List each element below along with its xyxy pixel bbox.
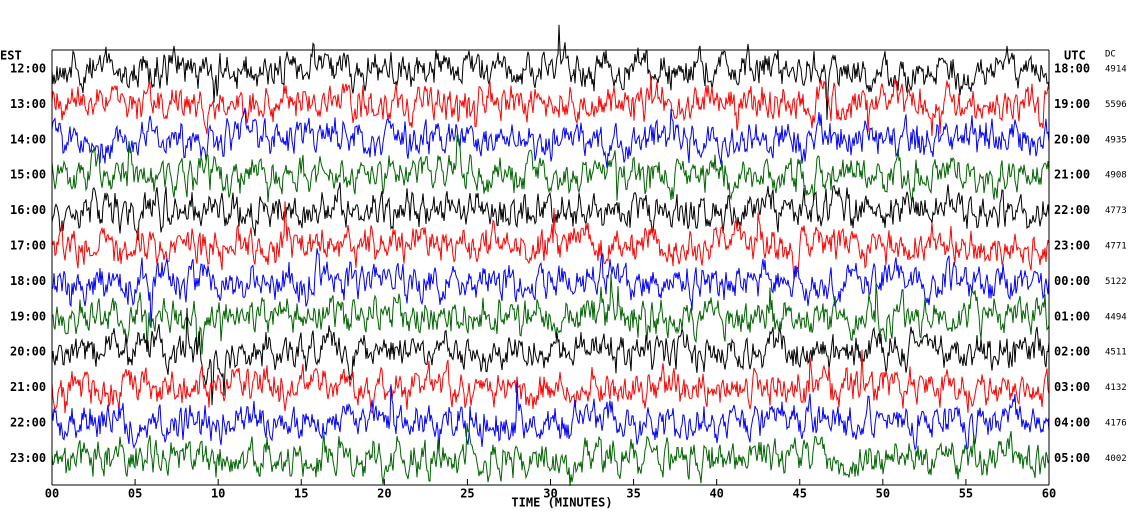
- est-tick-label: 23:00: [10, 451, 46, 465]
- x-tick-label: 60: [1042, 487, 1056, 501]
- x-tick-label: 15: [294, 487, 308, 501]
- est-tick-label: 22:00: [10, 416, 46, 430]
- x-tick-label: 25: [460, 487, 474, 501]
- est-tick-label: 15:00: [10, 168, 46, 182]
- dc-value: 4771: [1105, 242, 1127, 252]
- x-tick-label: 45: [793, 487, 807, 501]
- est-tick-label: 20:00: [10, 345, 46, 359]
- utc-tick-label: 20:00: [1054, 132, 1090, 146]
- x-axis-label: TIME (MINUTES): [511, 496, 612, 510]
- x-tick-label: 20: [377, 487, 391, 501]
- est-tick-label: 19:00: [10, 309, 46, 323]
- dc-value: 4132: [1105, 383, 1127, 393]
- trace: [51, 182, 1050, 241]
- utc-tick-label: 18:00: [1054, 62, 1090, 76]
- dc-value: 4002: [1105, 454, 1127, 464]
- dc-value: 5122: [1105, 277, 1127, 287]
- x-tick-label: 50: [876, 487, 890, 501]
- dc-value: 4494: [1105, 312, 1127, 322]
- trace: [51, 273, 1050, 355]
- trace: [51, 74, 1050, 137]
- utc-tick-label: 00:00: [1054, 274, 1090, 288]
- utc-tick-label: 02:00: [1054, 345, 1090, 359]
- x-tick-label: 40: [709, 487, 723, 501]
- est-tick-label: 14:00: [10, 132, 46, 146]
- utc-tick-label: 03:00: [1054, 380, 1090, 394]
- est-tick-label: 12:00: [10, 62, 46, 76]
- trace: [51, 349, 1050, 415]
- dc-value: 4908: [1105, 171, 1127, 181]
- trace: [51, 201, 1050, 281]
- x-tick-label: 30: [543, 487, 557, 501]
- x-tick-label: 55: [959, 487, 973, 501]
- utc-tick-label: 23:00: [1054, 239, 1090, 253]
- utc-tick-label: 22:00: [1054, 203, 1090, 217]
- dc-value: 4914: [1105, 65, 1127, 75]
- trace: [51, 134, 1050, 203]
- est-tick-label: 21:00: [10, 380, 46, 394]
- utc-tick-label: 04:00: [1054, 416, 1090, 430]
- trace: [51, 423, 1050, 486]
- x-tick-label: 10: [211, 487, 225, 501]
- est-tick-label: 17:00: [10, 239, 46, 253]
- utc-tick-label: 21:00: [1054, 168, 1090, 182]
- utc-tick-label: 19:00: [1054, 97, 1090, 111]
- trace: [51, 107, 1050, 168]
- utc-tick-label: 01:00: [1054, 309, 1090, 323]
- est-tick-label: 16:00: [10, 203, 46, 217]
- dc-value: 4176: [1105, 419, 1127, 429]
- trace: [51, 24, 1050, 120]
- dc-value: 4511: [1105, 348, 1127, 358]
- trace: [51, 307, 1050, 406]
- dc-value: 4773: [1105, 206, 1127, 216]
- dc-value: 4935: [1105, 135, 1127, 145]
- utc-label: UTC: [1064, 49, 1086, 63]
- dc-value: 5596: [1105, 100, 1127, 110]
- x-tick-label: 35: [626, 487, 640, 501]
- est-tick-label: 18:00: [10, 274, 46, 288]
- trace: [51, 382, 1050, 454]
- trace: [51, 248, 1050, 329]
- dc-label: DC: [1105, 50, 1116, 60]
- est-label: EST: [0, 49, 22, 63]
- est-tick-label: 13:00: [10, 97, 46, 111]
- traces: [51, 24, 1050, 486]
- x-tick-label: 00: [45, 487, 59, 501]
- x-tick-label: 05: [128, 487, 142, 501]
- utc-tick-label: 05:00: [1054, 451, 1090, 465]
